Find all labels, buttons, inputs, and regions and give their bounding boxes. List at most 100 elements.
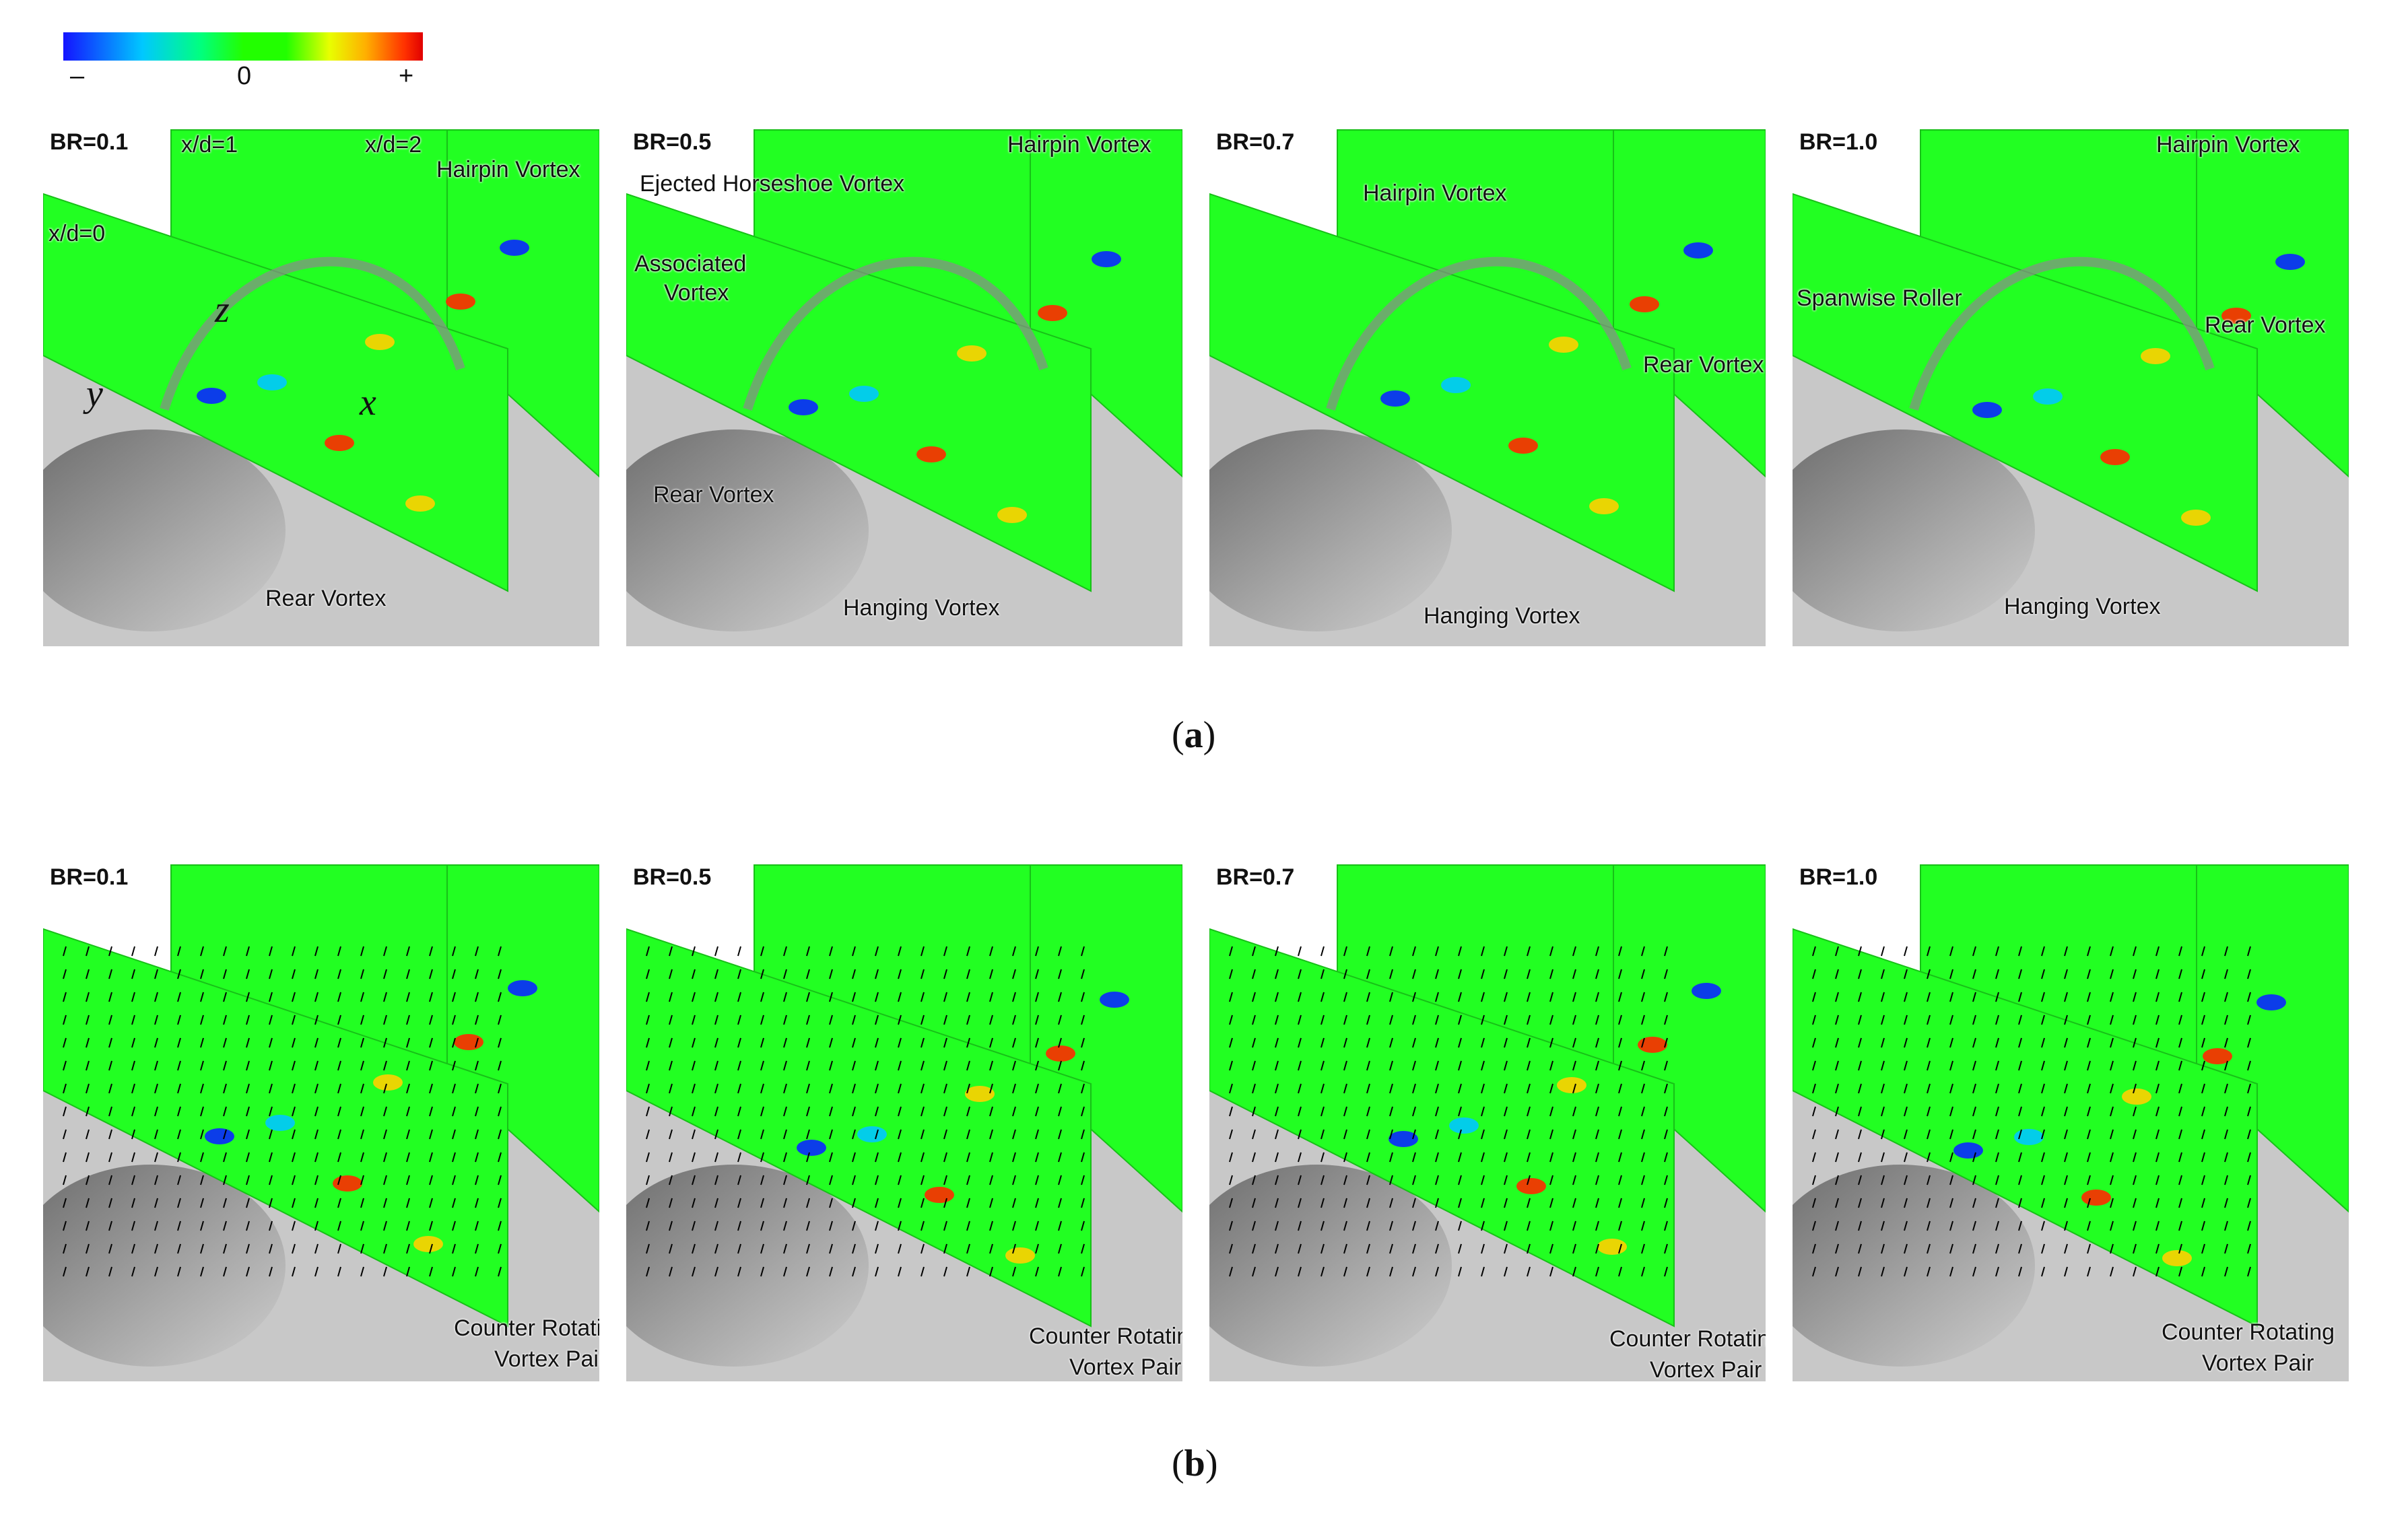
velocity-vector <box>1058 1266 1062 1277</box>
velocity-vector <box>1366 1083 1370 1094</box>
velocity-vector <box>1995 1220 1999 1231</box>
velocity-vector <box>406 1243 410 1254</box>
velocity-vector <box>1618 1014 1622 1025</box>
panel-b-br05: BR=0.5 Counter Rotating Vortex Pair <box>626 862 1182 1381</box>
velocity-vector <box>1298 992 1302 1002</box>
velocity-vector <box>1549 1037 1553 1048</box>
velocity-vector <box>1572 992 1576 1002</box>
velocity-vector <box>966 1037 970 1048</box>
velocity-vector <box>1904 1106 1908 1117</box>
velocity-vector <box>852 1106 856 1117</box>
velocity-vector <box>314 1037 319 1048</box>
flow-visualization <box>1209 862 1766 1381</box>
velocity-vector <box>1641 1129 1645 1140</box>
velocity-vector <box>2201 969 2205 979</box>
velocity-vector <box>2041 992 2045 1002</box>
velocity-vector <box>1664 1129 1668 1140</box>
velocity-vector <box>223 1060 227 1071</box>
velocity-vector <box>829 1037 833 1048</box>
velocity-vector <box>269 1198 273 1208</box>
flow-visualization <box>626 127 1182 646</box>
velocity-vector <box>2133 1083 2137 1094</box>
velocity-vector <box>406 1083 410 1094</box>
velocity-vector <box>1435 1083 1439 1094</box>
velocity-vector <box>1858 1014 1862 1025</box>
velocity-vector <box>1527 1266 1531 1277</box>
velocity-vector <box>246 1152 250 1163</box>
velocity-vector <box>806 1106 810 1117</box>
velocity-vector <box>2018 1060 2022 1071</box>
velocity-vector <box>1229 1129 1233 1140</box>
velocity-vector <box>2041 969 2045 979</box>
velocity-vector <box>1320 1037 1325 1048</box>
velocity-vector <box>406 969 410 979</box>
velocity-vector <box>1881 1014 1885 1025</box>
velocity-vector <box>669 1198 673 1208</box>
velocity-vector <box>86 1037 90 1048</box>
velocity-vector <box>406 992 410 1002</box>
velocity-vector <box>2133 1152 2137 1163</box>
velocity-vector <box>2018 1220 2022 1231</box>
velocity-vector <box>783 1266 787 1277</box>
velocity-vector <box>829 1243 833 1254</box>
velocity-vector <box>1904 1060 1908 1071</box>
velocity-vector <box>669 1014 673 1025</box>
velocity-vector <box>1527 1037 1531 1048</box>
velocity-vector <box>475 992 479 1002</box>
velocity-vector <box>223 1014 227 1025</box>
velocity-vector <box>875 1106 879 1117</box>
velocity-vector <box>1995 992 1999 1002</box>
velocity-vector <box>943 992 947 1002</box>
velocity-vector <box>714 969 718 979</box>
velocity-vector <box>108 1266 112 1277</box>
flow-visualization <box>1793 127 2349 646</box>
velocity-vector <box>2178 1266 2182 1277</box>
velocity-vector <box>1366 1152 1370 1163</box>
velocity-vector <box>108 946 112 957</box>
velocity-vector <box>898 1220 902 1231</box>
velocity-vector <box>177 1198 181 1208</box>
velocity-vector <box>2110 1198 2114 1208</box>
plane-label: x/d=0 <box>48 221 106 246</box>
annotation: Hanging Vortex <box>1424 603 1580 629</box>
velocity-vector <box>898 1060 902 1071</box>
velocity-vector <box>989 1266 993 1277</box>
velocity-vector <box>1595 969 1599 979</box>
velocity-vector <box>429 1220 433 1231</box>
velocity-vector <box>246 1220 250 1231</box>
velocity-vector <box>783 1152 787 1163</box>
velocity-vector <box>989 946 993 957</box>
velocity-vector <box>829 1175 833 1185</box>
caption-a: (a) <box>1172 714 1216 756</box>
velocity-vector <box>829 992 833 1002</box>
velocity-vector <box>86 1152 90 1163</box>
velocity-vector <box>2201 1220 2205 1231</box>
velocity-vector <box>1858 1060 1862 1071</box>
velocity-vector <box>921 1198 925 1208</box>
velocity-vector <box>966 1106 970 1117</box>
velocity-vector <box>1641 1198 1645 1208</box>
br-label: BR=0.7 <box>1216 864 1295 890</box>
velocity-vector <box>1252 1243 1256 1254</box>
velocity-vector <box>108 1060 112 1071</box>
velocity-vector <box>2110 992 2114 1002</box>
velocity-vector <box>2133 946 2137 957</box>
vortex-blob <box>789 399 818 415</box>
velocity-vector <box>337 1220 341 1231</box>
velocity-vector <box>269 1152 273 1163</box>
velocity-vector <box>1035 1014 1039 1025</box>
vortex-blob <box>965 1086 995 1102</box>
velocity-vector <box>669 969 673 979</box>
velocity-vector <box>2087 1243 2091 1254</box>
velocity-vector <box>1595 1198 1599 1208</box>
velocity-vector <box>475 969 479 979</box>
velocity-vector <box>1458 1014 1462 1025</box>
velocity-vector <box>63 1152 67 1163</box>
velocity-vector <box>314 992 319 1002</box>
velocity-vector <box>875 1014 879 1025</box>
velocity-vector <box>1435 1014 1439 1025</box>
velocity-vector <box>1641 1266 1645 1277</box>
velocity-vector <box>1058 969 1062 979</box>
velocity-vector <box>314 1060 319 1071</box>
velocity-vector <box>1904 1243 1908 1254</box>
